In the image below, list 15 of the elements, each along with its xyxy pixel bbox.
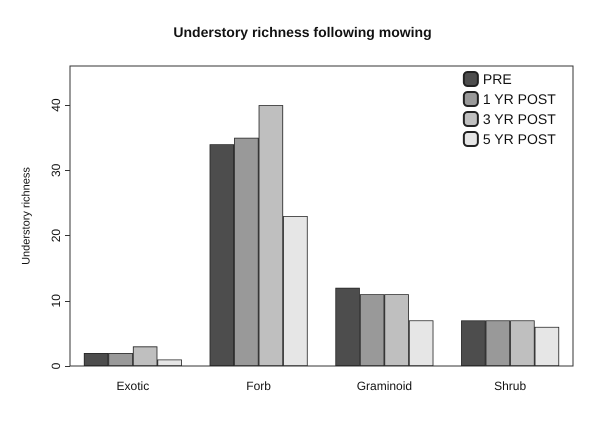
legend-label: PRE [482, 71, 512, 87]
chart-title: Understory richness following mowing [173, 24, 432, 40]
x-tick-label: Forb [246, 379, 272, 393]
x-tick-label: Graminoid [356, 379, 412, 393]
x-tick-label: Exotic [116, 379, 150, 393]
y-axis-title: Understory richness [20, 166, 32, 265]
legend-label: 1 YR POST [482, 91, 556, 107]
y-tick-label: 0 [49, 362, 63, 370]
legend-label: 3 YR POST [482, 111, 556, 127]
y-tick-label: 10 [49, 294, 63, 308]
y-tick-label: 20 [49, 228, 63, 242]
legend-label: 5 YR POST [482, 131, 556, 147]
x-tick-label: Shrub [494, 379, 526, 393]
y-tick-label: 40 [49, 98, 63, 112]
y-tick-label: 30 [49, 163, 63, 178]
